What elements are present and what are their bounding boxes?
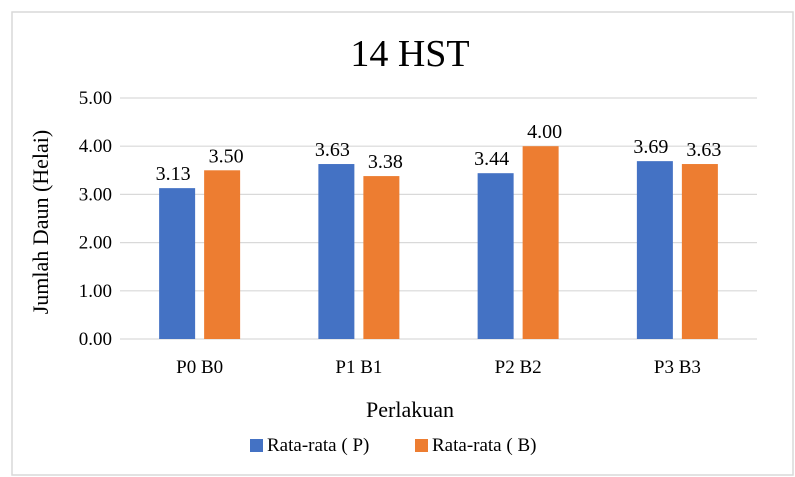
legend-swatch [415, 439, 428, 452]
bar-b [204, 170, 241, 339]
legend: Rata-rata ( P) Rata-rata ( B) [250, 435, 536, 456]
y-tick-label: 3.00 [79, 184, 112, 205]
y-tick-label: 2.00 [79, 233, 112, 254]
y-tick-label: 5.00 [79, 88, 112, 109]
chart-frame [11, 11, 794, 476]
bar-b [522, 146, 559, 339]
data-label: 3.44 [474, 148, 509, 170]
y-axis-title: Jumlah Daun (Helai) [28, 130, 53, 315]
bar-p [477, 173, 514, 339]
y-tick-label: 1.00 [79, 281, 112, 302]
data-label: 3.69 [633, 136, 668, 158]
data-label: 3.63 [686, 139, 721, 161]
data-label: 3.13 [156, 163, 191, 185]
x-tick-labels: P0 B0 P1 B1 P2 B2 P3 B3 [176, 357, 701, 378]
data-label: 3.50 [209, 145, 244, 167]
y-tick-label: 0.00 [79, 329, 112, 350]
y-tick-labels: 0.00 1.00 2.00 3.00 4.00 5.00 [79, 88, 112, 350]
data-label: 3.38 [368, 151, 403, 173]
bar-p [159, 188, 196, 339]
legend-label: Rata-rata ( B) [432, 435, 536, 456]
data-label: 3.63 [315, 139, 350, 161]
y-tick-label: 4.00 [79, 136, 112, 157]
bars: 3.13 3.50 3.63 3.38 3.44 4.00 3.69 3.63 [156, 121, 721, 339]
chart-title: 14 HST [350, 33, 469, 75]
bar-p [318, 164, 355, 339]
x-tick-label: P3 B3 [654, 357, 701, 378]
bar-b [681, 164, 718, 339]
x-tick-label: P0 B0 [176, 357, 223, 378]
legend-swatch [250, 439, 263, 452]
x-axis-title: Perlakuan [366, 397, 454, 422]
legend-label: Rata-rata ( P) [267, 435, 369, 456]
bar-p [636, 161, 673, 339]
x-tick-label: P1 B1 [335, 357, 382, 378]
bar-b [363, 176, 400, 339]
x-tick-label: P2 B2 [495, 357, 542, 378]
data-label: 4.00 [527, 121, 562, 143]
